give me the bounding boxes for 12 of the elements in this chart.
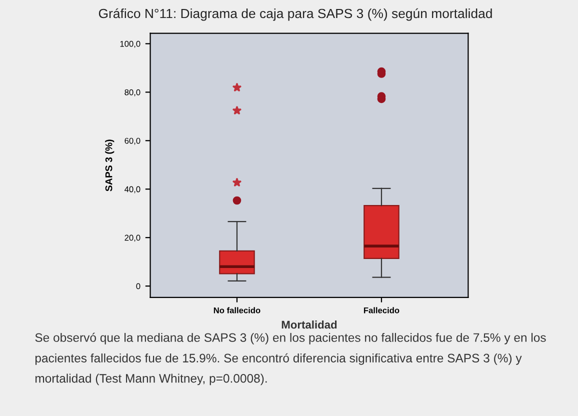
y-tick-label: 100,0 xyxy=(120,40,140,48)
text: Se observó que la mediana de SAPS 3 (%) en los pacientes no fallecidos fue de 7.5% y en los pacientes fallecidos fue de 15.9%. Se encontró diferencia significativa entre SAPS 3 (%) y mortalidad (Test Mann Whitney, p=0.0008). xyxy=(35,332,546,386)
x-tick-label: No fallecido xyxy=(214,307,260,314)
y-axis-title: SAPS 3 (%) xyxy=(105,140,114,192)
y-tick-label: 60,0 xyxy=(124,138,140,145)
x-tick-label: Fallecido xyxy=(364,307,400,314)
x-axis-title: Mortalidad xyxy=(282,320,337,329)
y-tick-label: 0 xyxy=(136,283,140,290)
y-tick-label: 80,0 xyxy=(124,89,140,96)
y-tick-label: 20,0 xyxy=(124,234,140,242)
chart-title: Gráfico N°11: Diagrama de caja para SAPS 3 (%) según mortalidad xyxy=(98,8,492,21)
y-tick-label: 40,0 xyxy=(124,186,140,194)
